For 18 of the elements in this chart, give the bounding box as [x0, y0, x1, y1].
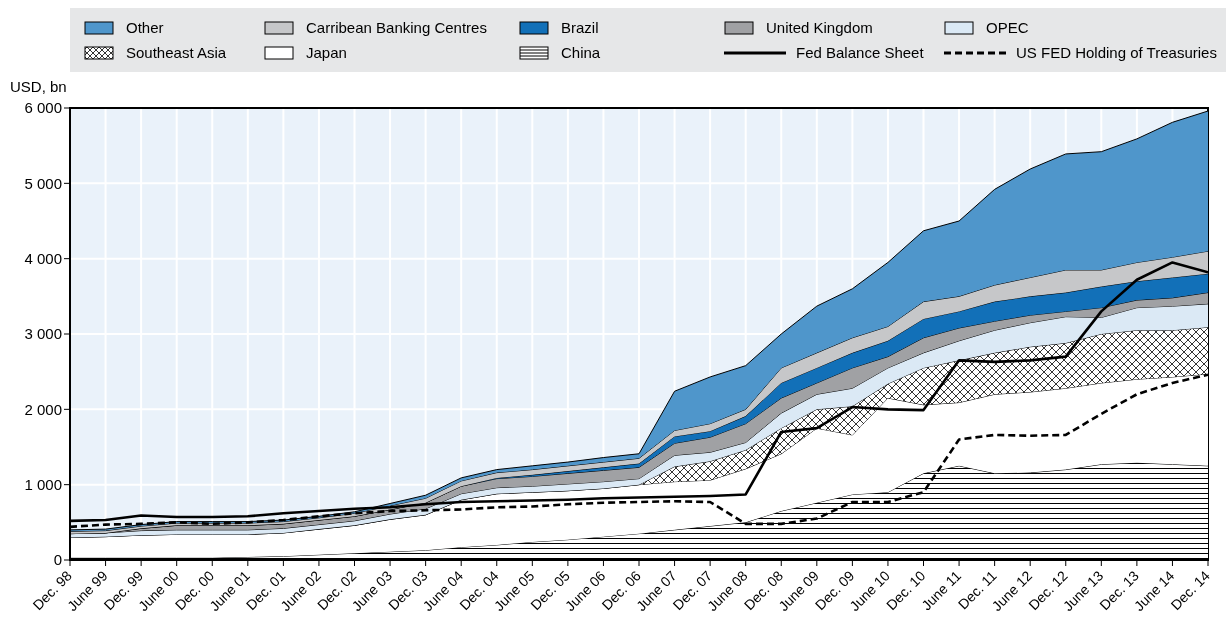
legend-label: Brazil: [561, 19, 599, 36]
legend-label: Other: [126, 19, 164, 36]
y-tick-label: 1 000: [24, 475, 62, 493]
legend-label: Carribean Banking Centres: [306, 19, 487, 36]
legend-label: United Kingdom: [766, 19, 873, 36]
y-axis-title: USD, bn: [10, 77, 68, 96]
y-tick-label: 5 000: [24, 174, 62, 192]
legend-label: China: [561, 44, 601, 61]
legend-label: Southeast Asia: [126, 44, 227, 61]
legend-label: US FED Holding of Treasuries: [1016, 44, 1217, 61]
legend-label: Fed Balance Sheet: [796, 44, 924, 61]
legend-label: Japan: [306, 44, 347, 61]
y-tick-label: 3 000: [24, 325, 62, 343]
legend-label: OPEC: [986, 19, 1029, 36]
y-tick-label: 0: [53, 551, 62, 569]
y-tick-label: 2 000: [24, 400, 62, 418]
y-tick-label: 6 000: [24, 99, 62, 117]
y-tick-label: 4 000: [24, 249, 62, 267]
